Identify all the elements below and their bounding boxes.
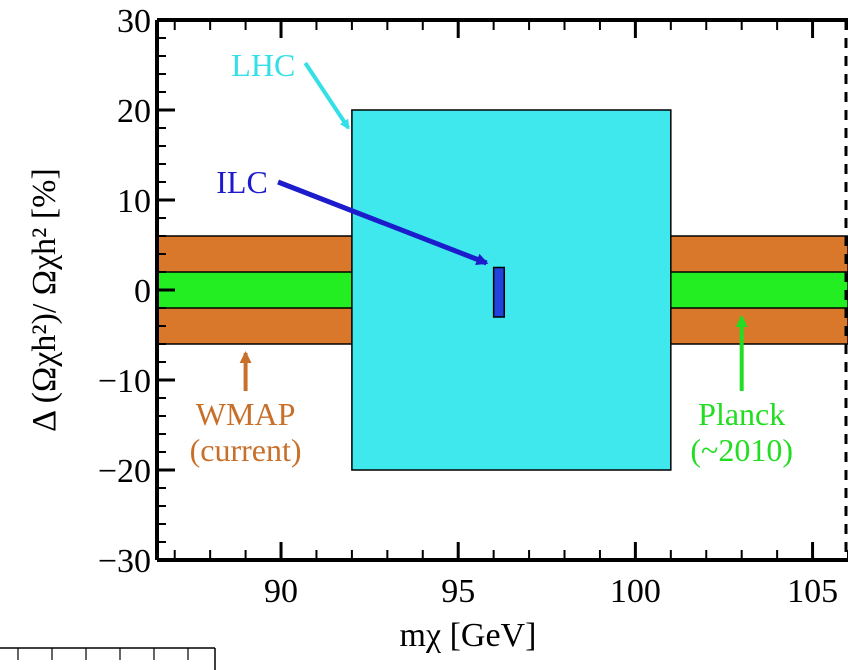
y-tick-label: −10 [98, 363, 151, 400]
y-tick-label: 10 [117, 183, 151, 220]
axis-ticks [157, 18, 848, 562]
lhc-label-background [180, 40, 278, 92]
wmap-label: WMAP [196, 396, 296, 432]
x-tick-label: 105 [787, 573, 838, 610]
y-tick-label: 0 [134, 273, 151, 310]
axis-tick-labels: −30 −20 −10 0 10 20 30 90 95 100 105 [98, 3, 838, 610]
x-tick-label: 100 [610, 573, 661, 610]
planck-sublabel: (~2010) [690, 432, 793, 468]
lhc-label: LHC [231, 47, 295, 83]
lhc-arrow [303, 61, 351, 130]
y-tick-label: −20 [98, 453, 151, 490]
y-tick-label: 30 [117, 3, 151, 40]
y-tick-label: −30 [98, 543, 151, 580]
ilc-arrow [277, 179, 489, 266]
x-axis-label: mχ [GeV] [400, 617, 537, 654]
ilc-label: ILC [216, 164, 268, 200]
x-tick-label: 95 [441, 573, 475, 610]
lhc-box [351, 109, 672, 471]
adjacent-figure-fragment [0, 647, 216, 670]
wmap-sublabel: (current) [190, 432, 302, 468]
y-axis-label: Δ (Ωχh²)/ Ωχh² [%] [26, 168, 63, 432]
y-tick-label: 20 [117, 93, 151, 130]
ilc-bar [492, 266, 506, 318]
planck-label: Planck [698, 396, 785, 432]
x-tick-label: 90 [264, 573, 298, 610]
